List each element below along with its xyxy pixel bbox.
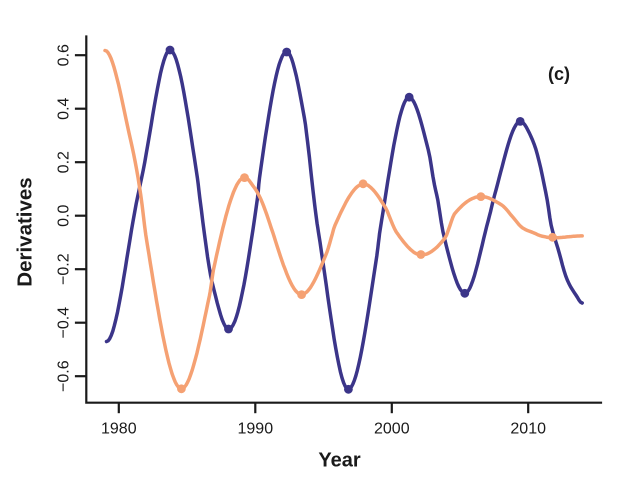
svg-text:(c): (c): [548, 64, 570, 84]
svg-text:Derivatives: Derivatives: [14, 177, 37, 286]
svg-text:1990: 1990: [238, 421, 274, 438]
svg-text:−0.4: −0.4: [56, 307, 73, 339]
svg-text:2010: 2010: [510, 421, 546, 438]
svg-text:0.2: 0.2: [56, 151, 73, 173]
svg-text:0.4: 0.4: [56, 97, 73, 119]
svg-text:2000: 2000: [374, 421, 410, 438]
svg-text:−0.2: −0.2: [56, 253, 73, 285]
svg-text:0.0: 0.0: [56, 204, 73, 226]
svg-text:0.6: 0.6: [56, 44, 73, 66]
svg-text:Year: Year: [318, 450, 360, 472]
svg-text:1980: 1980: [101, 421, 137, 438]
svg-text:−0.6: −0.6: [56, 360, 73, 392]
